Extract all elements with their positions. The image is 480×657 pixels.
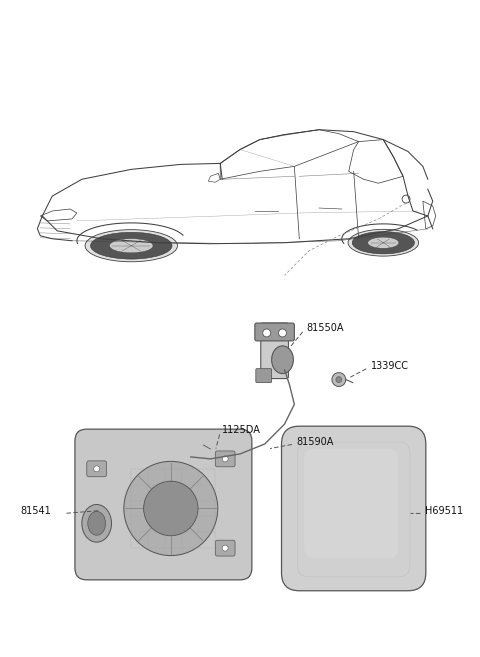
Ellipse shape: [368, 237, 399, 248]
Circle shape: [402, 195, 410, 203]
FancyBboxPatch shape: [255, 323, 294, 341]
Circle shape: [210, 446, 220, 456]
Circle shape: [336, 376, 342, 382]
Text: 1339CC: 1339CC: [371, 361, 408, 371]
Circle shape: [187, 453, 194, 461]
Circle shape: [332, 373, 346, 386]
Text: H69511: H69511: [425, 507, 463, 516]
FancyBboxPatch shape: [281, 426, 426, 591]
FancyBboxPatch shape: [261, 323, 288, 378]
Ellipse shape: [348, 229, 419, 256]
Text: 81590A: 81590A: [296, 437, 334, 447]
Text: 1125DA: 1125DA: [222, 425, 261, 435]
Ellipse shape: [144, 481, 198, 535]
FancyBboxPatch shape: [216, 451, 235, 467]
FancyBboxPatch shape: [304, 449, 398, 558]
Circle shape: [94, 466, 100, 472]
Ellipse shape: [272, 346, 293, 374]
FancyBboxPatch shape: [87, 461, 107, 477]
Circle shape: [263, 329, 271, 337]
Ellipse shape: [82, 505, 111, 542]
Ellipse shape: [352, 231, 414, 254]
Ellipse shape: [124, 461, 218, 556]
FancyBboxPatch shape: [75, 429, 252, 580]
Text: 81550A: 81550A: [306, 323, 344, 333]
FancyBboxPatch shape: [216, 540, 235, 556]
Text: 81541: 81541: [21, 507, 51, 516]
Circle shape: [222, 545, 228, 551]
Ellipse shape: [88, 511, 106, 535]
Ellipse shape: [85, 230, 178, 261]
FancyBboxPatch shape: [256, 369, 272, 382]
Circle shape: [278, 329, 287, 337]
Circle shape: [222, 456, 228, 462]
Ellipse shape: [109, 238, 153, 253]
Ellipse shape: [91, 233, 172, 259]
